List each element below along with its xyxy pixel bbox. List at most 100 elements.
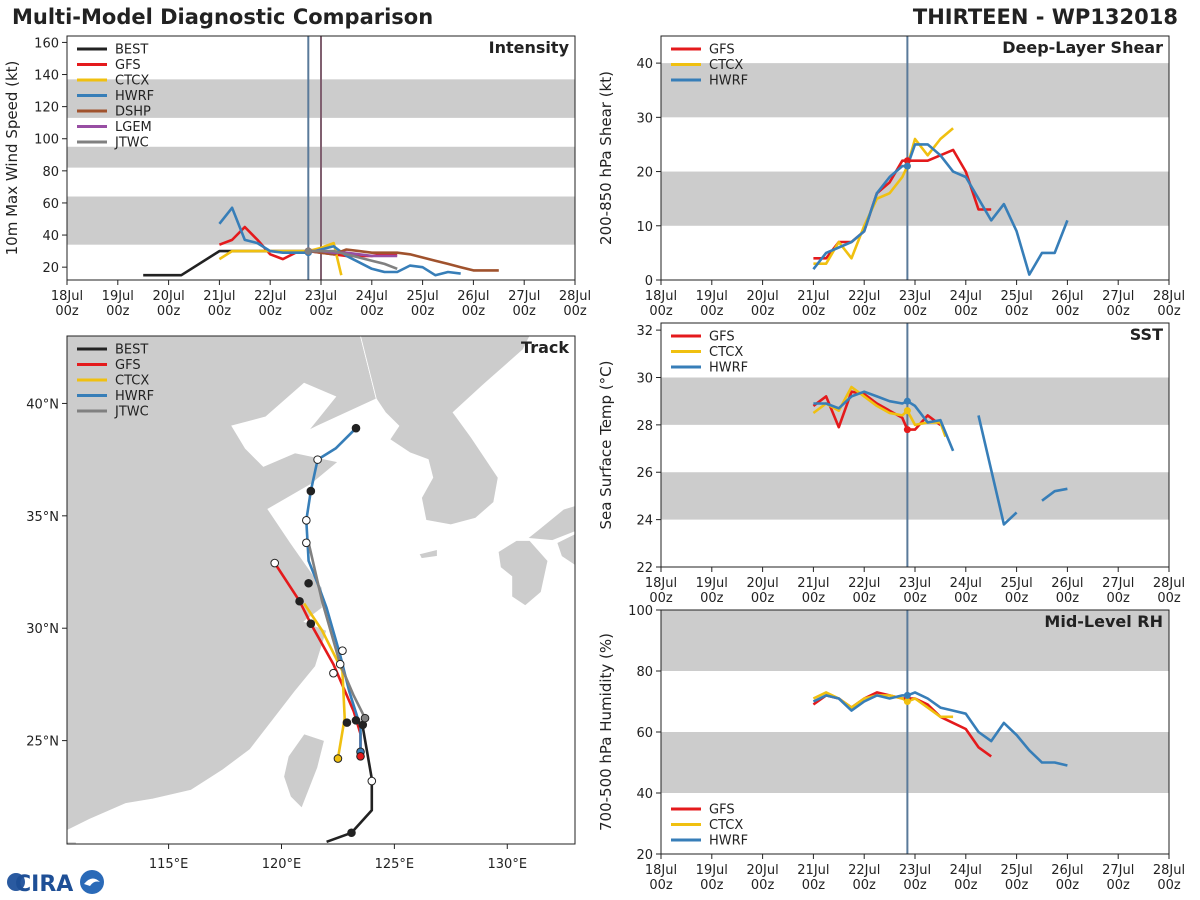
- x-tick-label: 24Jul: [356, 289, 388, 304]
- track-point-best: [306, 619, 316, 629]
- x-tick-label: 23Jul: [305, 289, 337, 304]
- track-point-best: [367, 776, 377, 786]
- x-tick-label: 19Jul: [696, 289, 728, 304]
- series-line-gfs: [812, 390, 942, 431]
- x-tick-label: 19Jul: [696, 576, 728, 591]
- legend-label-ctcx: CTCX: [115, 374, 149, 389]
- legend-label-hwrf: HWRF: [115, 389, 154, 404]
- x-tick-label: 18Jul: [645, 863, 677, 878]
- x-tick-label: 21Jul: [797, 576, 829, 591]
- x-tick-sublabel: 00z: [1157, 878, 1181, 893]
- lat-tick-label: 40°N: [26, 397, 59, 412]
- x-tick-sublabel: 00z: [259, 304, 283, 319]
- x-tick-label: 26Jul: [1051, 863, 1083, 878]
- legend-label-lgem: LGEM: [115, 120, 152, 135]
- x-tick-label: 22Jul: [254, 289, 286, 304]
- x-tick-label: 20Jul: [746, 863, 778, 878]
- x-tick-sublabel: 00z: [1005, 878, 1029, 893]
- x-tick-label: 22Jul: [848, 576, 880, 591]
- intensity-panel: 18Jul00z19Jul00z20Jul00z21Jul00z22Jul00z…: [3, 35, 591, 319]
- x-tick-sublabel: 00z: [208, 304, 232, 319]
- y-tick-label: 20: [636, 166, 653, 181]
- x-tick-sublabel: 00z: [853, 304, 877, 319]
- x-tick-sublabel: 00z: [1005, 304, 1029, 319]
- shaded-band-0: [661, 732, 1169, 793]
- x-tick-sublabel: 00z: [903, 878, 927, 893]
- legend-label-jtwc: JTWC: [114, 405, 149, 420]
- x-tick-sublabel: 00z: [853, 878, 877, 893]
- y-tick-label: 40: [636, 787, 653, 802]
- track-point-best: [270, 558, 280, 568]
- series-line-hwrf: [1041, 487, 1068, 502]
- track-point-best: [304, 578, 313, 588]
- current-point-hwrf: [903, 691, 911, 699]
- y-axis-label: 700-500 hPa Humidity (%): [597, 633, 615, 831]
- x-tick-sublabel: 00z: [1107, 591, 1131, 606]
- x-tick-label: 28Jul: [1153, 863, 1185, 878]
- x-tick-label: 26Jul: [1051, 576, 1083, 591]
- x-tick-label: 21Jul: [203, 289, 235, 304]
- legend-label-gfs: GFS: [115, 58, 141, 73]
- track-point-best: [338, 646, 347, 655]
- track-point-best: [329, 668, 338, 678]
- legend-label-best: BEST: [115, 43, 148, 58]
- lat-tick-label: 30°N: [26, 622, 59, 637]
- x-tick-sublabel: 00z: [1005, 591, 1029, 606]
- legend-label-best: BEST: [115, 343, 148, 358]
- y-tick-label: 80: [636, 665, 653, 680]
- figure-title: Multi-Model Diagnostic Comparison: [12, 5, 434, 29]
- legend-label-hwrf: HWRF: [709, 74, 748, 89]
- current-point-gfs: [903, 157, 911, 165]
- track-point-best: [295, 596, 304, 606]
- x-tick-label: 18Jul: [645, 289, 677, 304]
- track-point-best: [335, 659, 345, 669]
- y-tick-label: 120: [34, 101, 59, 116]
- current-point-gfs: [903, 426, 911, 434]
- x-tick-label: 24Jul: [950, 576, 982, 591]
- track-point-best: [306, 486, 316, 496]
- x-tick-label: 26Jul: [1051, 289, 1083, 304]
- lon-tick-label: 130°E: [488, 857, 528, 872]
- y-axis-label: 200-850 hPa Shear (kt): [597, 71, 615, 245]
- y-tick-label: 10: [636, 220, 653, 235]
- x-tick-label: 28Jul: [1153, 289, 1185, 304]
- x-tick-sublabel: 00z: [1056, 304, 1080, 319]
- y-tick-label: 80: [42, 165, 59, 180]
- land-japan-honshu: [526, 483, 575, 541]
- x-tick-label: 21Jul: [797, 289, 829, 304]
- y-tick-label: 28: [636, 419, 653, 434]
- x-tick-label: 25Jul: [1000, 576, 1032, 591]
- series-line-hwrf: [813, 390, 955, 452]
- y-tick-label: 60: [636, 726, 653, 741]
- current-point-ctcx: [903, 407, 911, 415]
- y-tick-label: 100: [34, 133, 59, 148]
- y-tick-label: 20: [636, 848, 653, 863]
- current-point-hwrf: [903, 162, 911, 170]
- x-tick-sublabel: 00z: [751, 878, 775, 893]
- x-tick-sublabel: 00z: [802, 591, 826, 606]
- shaded-band-0: [661, 171, 1169, 226]
- logo-swirl-icon: [84, 878, 100, 886]
- land-korea: [360, 336, 531, 526]
- legend-label-gfs: GFS: [709, 803, 735, 818]
- track-panel: 115°E 120°E 125°E 130°E 25°N 30°N 35°N 40°N Trac…: [26, 335, 576, 872]
- x-tick-label: 18Jul: [645, 576, 677, 591]
- panel-title: Intensity: [489, 38, 570, 57]
- track-point-best: [302, 516, 311, 525]
- y-axis-label: 10m Max Wind Speed (kt): [3, 61, 21, 256]
- shaded-band-1: [661, 377, 1169, 425]
- x-tick-sublabel: 00z: [563, 304, 587, 319]
- shaded-band-1: [661, 63, 1169, 118]
- y-tick-label: 20: [42, 261, 59, 276]
- y-tick-label: 140: [34, 69, 59, 84]
- x-tick-sublabel: 00z: [462, 304, 486, 319]
- x-tick-sublabel: 00z: [903, 304, 927, 319]
- x-tick-sublabel: 00z: [360, 304, 384, 319]
- x-tick-sublabel: 00z: [1056, 591, 1080, 606]
- x-tick-label: 19Jul: [696, 863, 728, 878]
- track-point-best: [302, 538, 311, 548]
- legend-label-jtwc: JTWC: [114, 136, 149, 151]
- track-point-best: [313, 455, 322, 464]
- x-tick-sublabel: 00z: [853, 591, 877, 606]
- shear-panel: 18Jul00z19Jul00z20Jul00z21Jul00z22Jul00z…: [597, 35, 1185, 319]
